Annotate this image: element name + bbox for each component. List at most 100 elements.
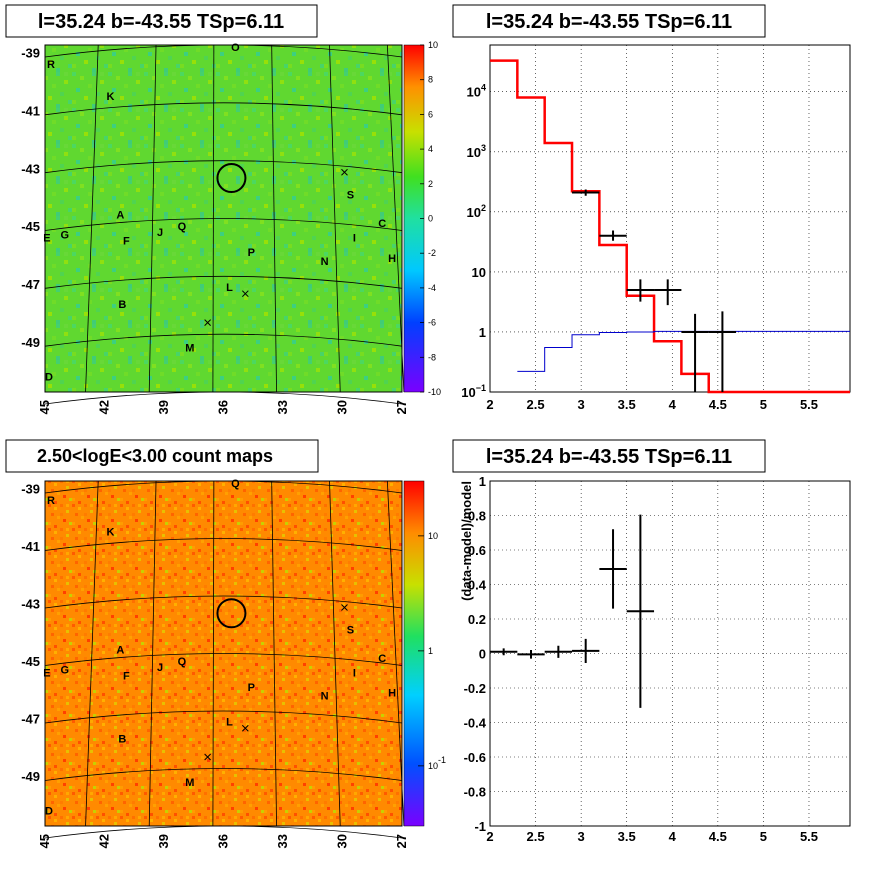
x-tick-label: 2.5 [527, 397, 545, 412]
latitude-line [44, 595, 403, 609]
source-label-h: H [388, 688, 396, 700]
y-tick-label: -0.6 [464, 750, 486, 765]
source-label-g: G [61, 665, 70, 677]
x-tick-label: 45 [37, 834, 52, 848]
colorbar-tick-label: -6 [428, 318, 436, 328]
y-tick-label: -39 [21, 46, 40, 61]
ts-map-y-ticks: -39 -41 -43 -45 -47 -49 [21, 46, 40, 350]
panel-count-map: R Q K S A C Q E G J F I P H N L B M D 10 1 10-1 45 42 39 36 33 30… [5, 439, 446, 848]
y-tick-label: -41 [21, 104, 40, 119]
latitude-line [44, 710, 403, 724]
colorbar-tick-label: 8 [428, 75, 433, 85]
y-tick-label: -1 [474, 819, 486, 834]
count-map-colorbar-ticks: 10 1 10-1 [418, 531, 446, 771]
source-label-c: C [378, 653, 386, 665]
latitude-line [44, 480, 403, 494]
source-label-n: N [321, 256, 329, 268]
y-tick-label: 1 [479, 325, 486, 340]
y-tick-label: 10−1 [461, 383, 486, 400]
source-label-c: C [378, 218, 386, 230]
source-label-p: P [248, 682, 255, 694]
colorbar-tick-label: -10 [428, 387, 441, 397]
x-tick-label: 4 [669, 829, 677, 844]
y-tick-label: 104 [467, 83, 486, 100]
x-tick-label: 4.5 [709, 829, 727, 844]
colorbar-tick-label: 6 [428, 109, 433, 119]
y-tick-label: -41 [21, 539, 40, 554]
x-tick-label: 5.5 [800, 397, 818, 412]
ts-map-title-box [5, 4, 318, 38]
source-label-l: L [226, 716, 233, 728]
longitude-line [329, 44, 341, 393]
x-tick-label: 3.5 [618, 829, 636, 844]
longitude-line [212, 44, 215, 393]
x-tick-label: 27 [394, 400, 409, 414]
residuals-x-ticks: 2 2.5 3 3.5 4 4.5 5 5.5 [486, 829, 818, 844]
longitude-line [212, 480, 215, 827]
spectrum-title: l=35.24 b=-43.55 TSp=6.11 [486, 11, 732, 33]
y-tick-label: -49 [21, 769, 40, 784]
source-label-l: L [226, 282, 233, 294]
source-cross [241, 724, 249, 732]
source-label-i: I [353, 233, 356, 245]
y-tick-label: 103 [467, 143, 486, 160]
y-tick-label: 0 [479, 647, 486, 662]
longitude-line [329, 480, 341, 827]
latitude-line [44, 538, 403, 551]
source-label-r: R [47, 59, 55, 71]
y-tick-label: 0.6 [468, 543, 486, 558]
y-tick-label: -39 [21, 482, 40, 497]
model-step-line [490, 59, 850, 394]
y-tick-label: 10 [472, 265, 486, 280]
source-cross [204, 753, 211, 761]
source-label-m: M [185, 343, 194, 355]
source-label-r: R [47, 495, 55, 507]
y-tick-label: -47 [21, 712, 40, 727]
x-tick-label: 42 [97, 834, 112, 848]
x-tick-label: 42 [97, 400, 112, 414]
residuals-grid [489, 480, 850, 827]
colorbar-tick-label: 10 [428, 531, 438, 541]
latitude-line [44, 768, 403, 781]
candidate-circle [216, 163, 247, 194]
spectrum-points [572, 189, 737, 392]
x-tick-label: 5.5 [800, 829, 818, 844]
x-tick-label: 3 [578, 397, 585, 412]
count-map-overlays: R Q K S A C Q E G J F I P H N L B M D [43, 478, 396, 818]
x-tick-label: 4 [669, 397, 677, 412]
latitude-line [44, 333, 403, 347]
x-tick-label: 27 [394, 834, 409, 848]
colorbar-tick-label: 4 [428, 144, 433, 154]
y-tick-label: -43 [21, 597, 40, 612]
residuals-y-axis-label: (data-model)/model [459, 481, 474, 601]
y-tick-label: 102 [467, 203, 486, 220]
count-map-title-box [5, 439, 319, 473]
residuals-title-box [452, 439, 766, 473]
residual-point [572, 638, 600, 663]
ts-map-overlays: R O K S A C Q E G J F I P H N L B M D [43, 42, 396, 384]
count-map-colorbar [403, 480, 425, 827]
source-label-q: Q [178, 221, 187, 233]
colorbar-tick-label: 1 [428, 646, 433, 656]
x-tick-label: 2.5 [527, 829, 545, 844]
panel-spectrum: 2 2.5 3 3.5 4 4.5 5 5.5 10−1 1 10 102 103 104 l=35.2… [452, 4, 851, 412]
longitude-line [85, 44, 99, 393]
longitude-line [148, 480, 157, 827]
background-step-line [517, 330, 850, 372]
source-label-k: K [106, 91, 114, 103]
latitude-line [44, 275, 403, 289]
y-tick-label: -45 [21, 654, 40, 669]
latitude-line [44, 825, 403, 839]
residual-point [599, 529, 627, 609]
longitude-line [148, 44, 157, 393]
colorbar-tick-label: -4 [428, 283, 436, 293]
residual-point [517, 650, 545, 659]
colorbar-tick-label: 0 [428, 214, 433, 224]
panel-residuals: 2 2.5 3 3.5 4 4.5 5 5.5 1 0.8 0.6 0.4 0.2 0 -0.2 -0.4 -… [452, 439, 851, 844]
data-point [681, 313, 709, 392]
y-tick-label: 0.2 [468, 612, 486, 627]
source-cross [241, 290, 249, 298]
spectrum-series [490, 59, 850, 394]
y-tick-label: -49 [21, 335, 40, 350]
source-cross [204, 319, 211, 326]
